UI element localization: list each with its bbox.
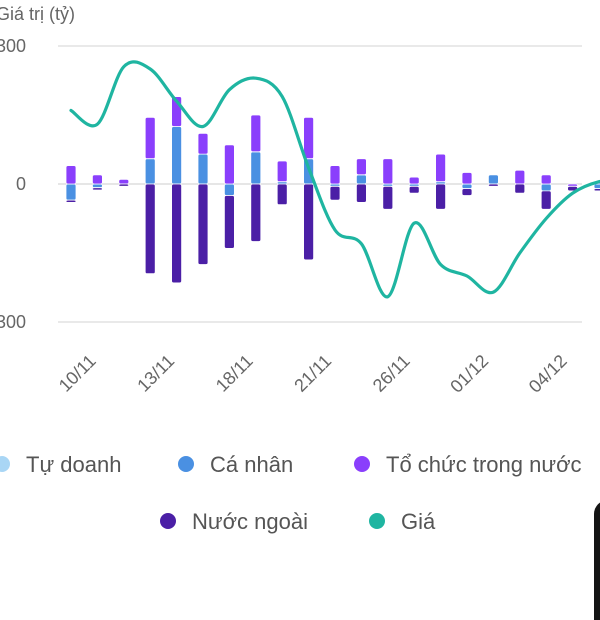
bar-segment [118,183,130,187]
bar-segment [171,183,183,284]
bar-segment [303,183,315,261]
legend-label: Cá nhân [210,452,293,477]
legend-swatch [369,513,385,529]
x-tick-label: 13/11 [133,351,178,396]
bar-segment [540,174,552,185]
bar-segment [382,158,394,185]
bar-segment [250,151,262,185]
bar-segment [223,144,235,185]
legend-label: Tự doanh [26,452,121,477]
bars-layer [65,96,600,284]
bar-segment [65,165,77,185]
bar-segment [461,172,473,185]
legend-swatch [178,456,194,472]
legend-item[interactable]: Cá nhân [178,452,293,477]
bar-segment [92,174,103,185]
legend-label: Giá [401,509,436,534]
bar-segment [276,183,288,206]
bar-segment [223,183,235,196]
bar-segment [461,183,473,189]
bar-segment [250,183,262,242]
x-tick-label: 26/11 [369,351,414,396]
legend-item[interactable]: Tổ chức trong nước [354,452,582,477]
bar-segment [197,153,209,185]
x-tick-labels: 10/11 13/11 18/11 21/11 26/11 01/12 04/12 [55,351,571,397]
bar-segment [144,158,156,185]
bar-segment [408,176,420,185]
bar-segment [65,183,77,201]
bar-segment [144,116,156,160]
bar-segment [514,183,526,194]
legend[interactable]: Tự doanh Cá nhân Tổ chức trong nước Nước ng… [0,452,582,534]
line-layer [69,60,600,299]
bar-segment [593,188,600,192]
bar-segment [65,199,77,203]
legend-item[interactable]: Tự doanh [0,452,121,477]
bar-segment [250,114,262,153]
bar-segment [276,160,288,183]
bar-segment [303,116,315,160]
bar-segment [223,195,235,249]
bar-segment [593,183,600,189]
y-tick-label: 300 [0,36,26,56]
bar-segment [540,183,552,192]
y-tick-label: -300 [0,312,26,332]
bar-segment [118,178,130,185]
bar-segment [382,185,394,210]
bar-segment [461,188,473,196]
bar-segment [197,183,209,265]
x-tick-label: 18/11 [212,351,257,396]
bar-segment [487,183,499,187]
x-tick-label: 10/11 [55,351,100,396]
legend-item[interactable]: Giá [369,509,436,534]
bar-segment [435,183,447,210]
bar-segment [329,165,341,185]
legend-swatch [354,456,370,472]
y-tick-label: 0 [16,174,26,194]
y-axis-label: Giá trị (tỷ) [0,4,75,24]
bar-segment [355,174,367,185]
bar-segment [355,158,367,176]
legend-swatch [0,456,10,472]
bar-segment [355,183,367,203]
bar-segment [435,153,447,183]
chart: 300 0 -300 Giá trị (tỷ) 10/11 13/11 18/11 21/1… [0,4,600,534]
bar-segment [92,183,103,189]
price-line [69,60,600,299]
x-tick-label: 04/12 [525,351,571,397]
bar-segment [92,187,103,191]
bar-segment [144,183,156,275]
bar-segment [329,185,341,201]
bar-segment [540,190,552,210]
legend-label: Tổ chức trong nước [386,452,582,477]
bar-segment [514,169,526,185]
x-tick-label: 01/12 [446,351,492,397]
legend-swatch [160,513,176,529]
x-tick-label: 21/11 [290,351,335,396]
legend-item[interactable]: Nước ngoài [160,509,308,534]
bar-segment [487,174,499,185]
bar-segment [408,185,420,194]
legend-label: Nước ngoài [192,509,308,534]
bar-segment [171,126,183,185]
bar-segment [197,132,209,155]
device-corner [594,500,600,620]
axis-layer: 300 0 -300 Giá trị (tỷ) [0,4,582,332]
